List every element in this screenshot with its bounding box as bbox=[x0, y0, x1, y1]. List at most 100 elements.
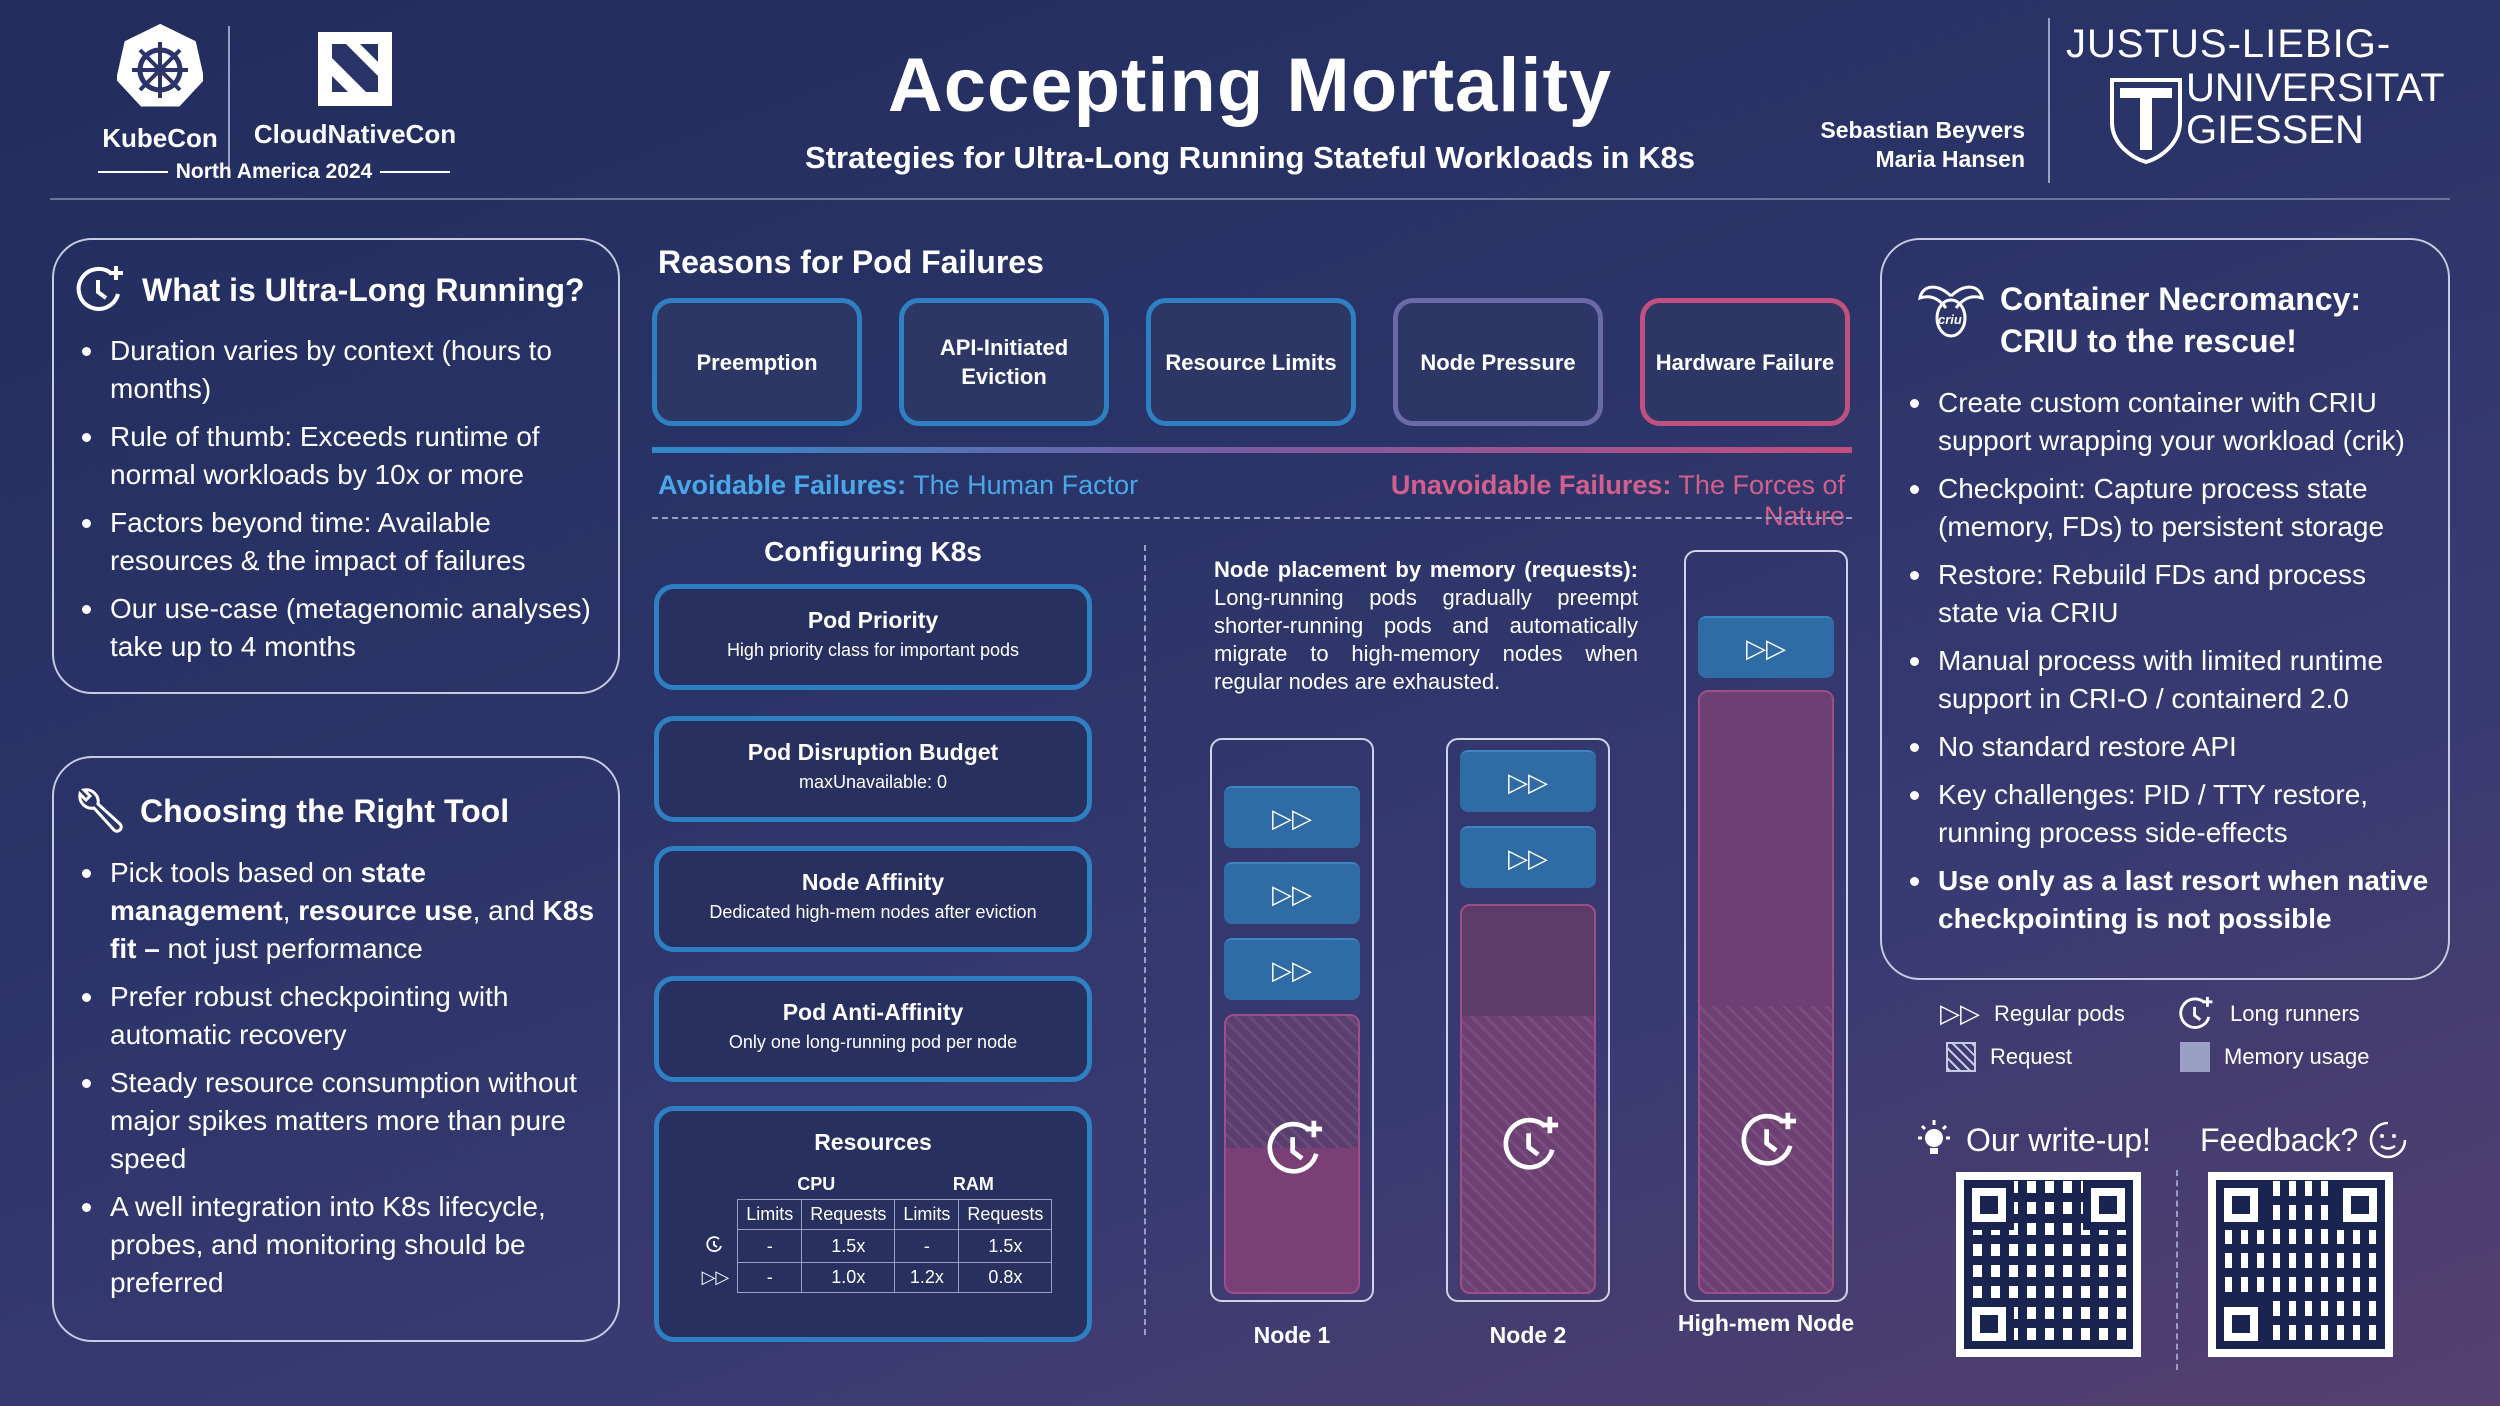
helm-wheel-icon bbox=[116, 23, 205, 107]
failure-spectrum-bar bbox=[652, 447, 1852, 453]
qr-finder bbox=[1964, 1299, 2014, 1349]
criu-title: Container Necromancy: CRIU to the rescue… bbox=[2000, 278, 2361, 362]
config-node-affinity: Node Affinity Dedicated high-mem nodes a… bbox=[654, 846, 1092, 952]
regular-pod: ▷▷ bbox=[1224, 862, 1360, 924]
reasons-title: Reasons for Pod Failures bbox=[658, 244, 1044, 280]
high-mem-node-label: High-mem Node bbox=[1677, 1310, 1855, 1336]
wrench-icon bbox=[78, 788, 123, 833]
criu-card: criu Container Necromancy: CRIU to the r… bbox=[1880, 238, 2450, 980]
uni-line-2: UNIVERSITAT bbox=[2186, 66, 2445, 110]
config-anti-affinity: Pod Anti-Affinity Only one long-running … bbox=[654, 976, 1092, 1082]
node-1: ▷▷ ▷▷ ▷▷ bbox=[1210, 738, 1374, 1302]
config-item-desc: maxUnavailable: 0 bbox=[798, 772, 948, 792]
avoidable-text: The Human Factor bbox=[906, 470, 1139, 500]
list-item: Prefer robust checkpointing with automat… bbox=[54, 978, 600, 1054]
avoidable-bold: Avoidable Failures: bbox=[658, 470, 907, 500]
legend-request: Request bbox=[1946, 1042, 2072, 1072]
config-item-desc: Only one long-running pod per node bbox=[728, 1032, 1018, 1052]
table-row: ▷▷ -1.0x 1.2x 0.8x bbox=[694, 1262, 1053, 1293]
kubecon-logo: KubeCon bbox=[80, 22, 240, 154]
legend-label: Regular pods bbox=[1994, 1000, 2125, 1026]
uni-line-3: GIESSEN bbox=[2186, 108, 2364, 152]
logo-divider bbox=[228, 26, 230, 176]
text-run: not just performance bbox=[159, 933, 423, 964]
feedback-qr-code[interactable] bbox=[2208, 1172, 2393, 1357]
reason-hardware-failure: Hardware Failure bbox=[1640, 298, 1850, 426]
list-item: Restore: Rebuild FDs and process state v… bbox=[1882, 556, 2430, 632]
regular-pod-icon: ▷▷ bbox=[1272, 802, 1312, 833]
criu-logo-icon: criu bbox=[1918, 285, 1984, 338]
column-header: Limits bbox=[894, 1199, 960, 1230]
text-run: , bbox=[282, 895, 299, 926]
writeup-qr-code[interactable] bbox=[1956, 1172, 2141, 1357]
high-mem-node: ▷▷ bbox=[1684, 550, 1848, 1302]
config-item-title: Pod Disruption Budget bbox=[747, 739, 999, 765]
list-item: Rule of thumb: Exceeds runtime of normal… bbox=[54, 418, 598, 494]
criu-list: Create custom container with CRIU suppor… bbox=[1882, 384, 2448, 938]
qr-finder bbox=[2335, 1180, 2385, 1230]
ultra-long-title: What is Ultra-Long Running? bbox=[142, 271, 585, 308]
unavoidable-bold: Unavoidable Failures: bbox=[1390, 470, 1672, 500]
avoidable-failures-label: Avoidable Failures: The Human Factor bbox=[658, 470, 1138, 501]
request-area bbox=[1462, 1016, 1594, 1292]
long-runner-pod bbox=[1224, 1014, 1360, 1294]
table-cell: 1.2x bbox=[894, 1262, 960, 1293]
legend-memory: Memory usage bbox=[2180, 1042, 2370, 1072]
legend-label: Request bbox=[1990, 1044, 2072, 1069]
text-bold: K8s fit – bbox=[110, 895, 595, 964]
university-logo: JUSTUS-LIEBIG- UNIVERSITAT GIESSEN bbox=[2066, 22, 2466, 164]
section-divider bbox=[652, 517, 1852, 519]
qr-divider bbox=[2176, 1170, 2178, 1370]
list-item: Checkpoint: Capture process state (memor… bbox=[1882, 470, 2430, 546]
qr-finder bbox=[1964, 1180, 2014, 1230]
placement-description: Node placement by memory (requests): Lon… bbox=[1214, 556, 1638, 696]
unavoidable-text: The Forces of Nature bbox=[1671, 470, 1845, 531]
table-cell: 1.0x bbox=[801, 1262, 896, 1293]
edition-label: North America 2024 bbox=[175, 160, 373, 183]
cloudnativecon-label: CloudNativeCon bbox=[253, 119, 457, 149]
node-1-label: Node 1 bbox=[1253, 1322, 1331, 1348]
placement-text: Long-running pods gradually preempt shor… bbox=[1214, 585, 1638, 694]
header-rule bbox=[50, 198, 2450, 200]
reason-preemption: Preemption bbox=[652, 298, 862, 426]
list-item: Our use-case (metagenomic analyses) take… bbox=[54, 590, 598, 666]
reason-api-eviction: API-Initiated Eviction bbox=[899, 298, 1109, 426]
resources-title: Resources bbox=[814, 1129, 932, 1155]
config-item-title: Node Affinity bbox=[801, 869, 945, 895]
list-item: Pick tools based on state management, re… bbox=[54, 854, 600, 968]
column-header: Requests bbox=[958, 1199, 1053, 1230]
long-runner-pod bbox=[1698, 690, 1834, 1294]
event-edition: North America 2024 bbox=[84, 160, 464, 184]
regular-pod-icon: ▷▷ bbox=[1508, 842, 1548, 873]
regular-pod-icon: ▷▷ bbox=[701, 1267, 730, 1287]
column-header: Limits bbox=[737, 1199, 803, 1230]
unavoidable-failures-label: Unavoidable Failures: The Forces of Natu… bbox=[1310, 470, 1845, 532]
ultra-long-list: Duration varies by context (hours to mon… bbox=[54, 332, 618, 666]
config-pod-priority: Pod Priority High priority class for imp… bbox=[654, 584, 1092, 690]
column-divider bbox=[1144, 545, 1146, 1335]
list-item: A well integration into K8s lifecycle, p… bbox=[54, 1188, 600, 1302]
legend-label: Long runners bbox=[2230, 1001, 2360, 1026]
qr-finder bbox=[2083, 1180, 2133, 1230]
node-2: ▷▷ ▷▷ bbox=[1446, 738, 1610, 1302]
request-swatch bbox=[1946, 1042, 1976, 1072]
regular-pod: ▷▷ bbox=[1698, 616, 1834, 678]
regular-pod-icon: ▷▷ bbox=[1746, 632, 1786, 663]
right-tool-title: Choosing the Right Tool bbox=[140, 792, 510, 829]
criu-title-1: Container Necromancy: bbox=[2000, 281, 2361, 317]
regular-pod-icon: ▷▷ bbox=[1940, 998, 1980, 1028]
long-runner-icon bbox=[76, 266, 123, 311]
resources-table: CPU RAM Limits Requests Limits Requests -1.5… bbox=[694, 1170, 1053, 1293]
table-row: -1.5x -1.5x bbox=[694, 1229, 1053, 1263]
poster-subtitle: Strategies for Ultra-Long Running Statef… bbox=[805, 140, 1695, 175]
config-pdb: Pod Disruption Budget maxUnavailable: 0 bbox=[654, 716, 1092, 822]
authors: Sebastian Beyvers Maria Hansen bbox=[1780, 116, 2025, 174]
criu-title-2: CRIU to the rescue! bbox=[2000, 323, 2297, 359]
regular-pod-icon: ▷▷ bbox=[1508, 766, 1548, 797]
long-runner-icon bbox=[2179, 996, 2213, 1029]
table-cell: 1.5x bbox=[958, 1229, 1053, 1263]
text-bold: state management bbox=[110, 857, 426, 926]
config-item-desc: Dedicated high-mem nodes after eviction bbox=[709, 902, 1037, 922]
list-item: No standard restore API bbox=[1882, 728, 2430, 766]
legend-label: Memory usage bbox=[2224, 1044, 2370, 1069]
